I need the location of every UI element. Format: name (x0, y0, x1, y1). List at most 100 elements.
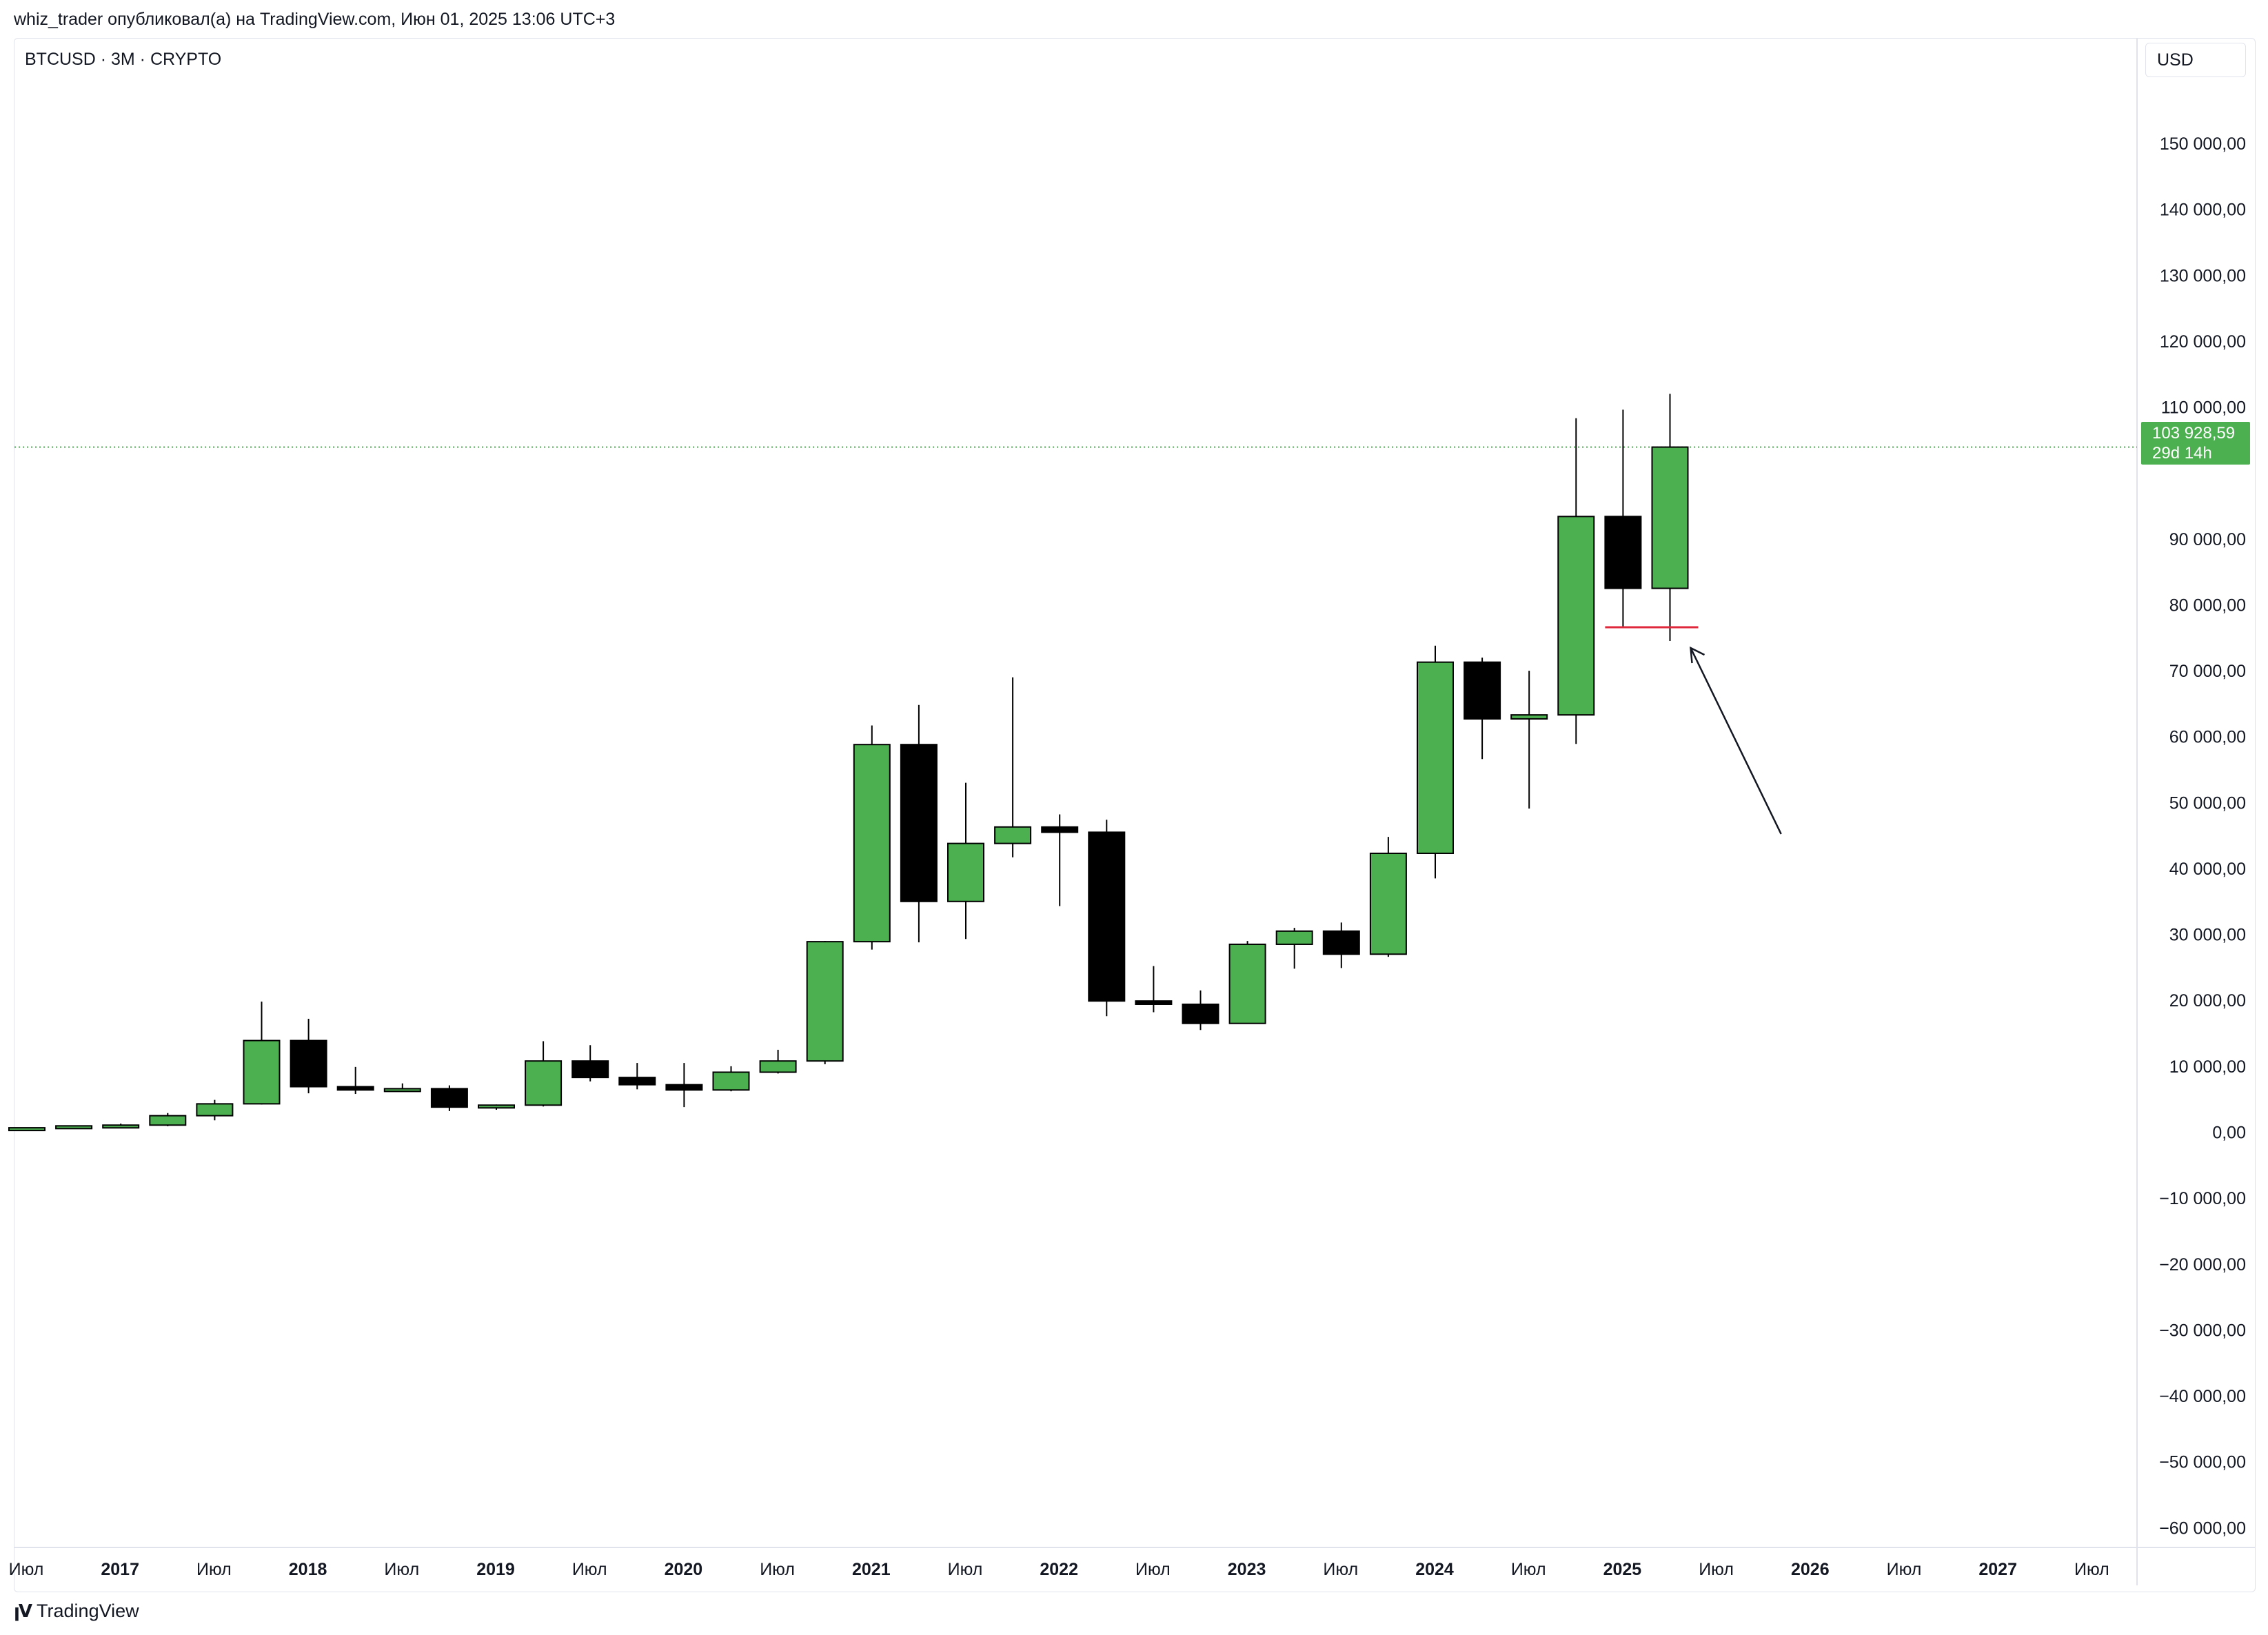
price-axis-label: −50 000,00 (2159, 1453, 2246, 1472)
time-axis-label: 2018 (289, 1560, 327, 1579)
candle (1604, 409, 1642, 627)
candle (525, 1041, 563, 1107)
candle-body (665, 1084, 703, 1091)
price-axis-label: 80 000,00 (2169, 596, 2246, 615)
candle (1182, 990, 1219, 1030)
candle-body (1417, 661, 1454, 854)
candle-body (8, 1127, 45, 1132)
candle-body (336, 1086, 374, 1091)
price-axis-label: 90 000,00 (2169, 530, 2246, 549)
price-axis-label: 120 000,00 (2160, 332, 2246, 352)
price-axis-label: 20 000,00 (2169, 991, 2246, 1011)
candle-body (1041, 826, 1079, 833)
arrow-head-icon (1690, 646, 1705, 664)
price-axis-label: 140 000,00 (2160, 201, 2246, 220)
candle-body (1510, 714, 1548, 720)
candle (947, 782, 984, 940)
price-axis-label: −10 000,00 (2159, 1189, 2246, 1208)
candle-body (55, 1125, 93, 1130)
price-axis-label: 150 000,00 (2160, 134, 2246, 154)
time-axis-label: 2025 (1603, 1560, 1642, 1579)
candle-body (102, 1124, 140, 1129)
candle (806, 941, 844, 1065)
candle (1041, 814, 1079, 906)
price-axis-label: 40 000,00 (2169, 860, 2246, 879)
candle-body (149, 1115, 187, 1126)
last-price-badge: 103 928,59 29d 14h (2141, 422, 2250, 465)
candle (1275, 928, 1313, 969)
time-axis-label: 2021 (852, 1560, 891, 1579)
footer-brand-label: TradingView (37, 1601, 139, 1621)
candle (1322, 922, 1360, 968)
time-axis-label: Июл (760, 1560, 795, 1579)
price-axis-label: 60 000,00 (2169, 728, 2246, 747)
candle (618, 1063, 656, 1090)
price-axis-label: 10 000,00 (2169, 1057, 2246, 1077)
candle (1510, 671, 1548, 809)
candle-body (994, 826, 1032, 844)
candle (478, 1104, 515, 1110)
candle-body (1557, 516, 1595, 716)
candle (665, 1063, 703, 1108)
candle (149, 1113, 187, 1126)
footer-brand[interactable]: ꞁⅤ TradingView (14, 1601, 139, 1622)
candle-body (853, 744, 891, 943)
candle (994, 677, 1032, 857)
price-axis-label: 110 000,00 (2161, 398, 2246, 418)
candle-body (1464, 661, 1501, 720)
candle-body (525, 1060, 563, 1106)
candle (1651, 394, 1689, 642)
time-axis-label: Июл (196, 1560, 232, 1579)
price-axis-label: 30 000,00 (2169, 926, 2246, 945)
candle-body (383, 1088, 421, 1093)
price-axis-label: 130 000,00 (2160, 266, 2246, 285)
last-price-countdown: 29d 14h (2152, 444, 2212, 463)
candle (383, 1083, 421, 1093)
candle (243, 1002, 281, 1105)
candle-body (1651, 446, 1689, 589)
price-axis-label: 50 000,00 (2169, 793, 2246, 813)
candle-body (1088, 831, 1126, 1002)
candle-body (1604, 516, 1642, 589)
time-axis-label: 2019 (476, 1560, 515, 1579)
candle-body (571, 1060, 609, 1079)
candle (1135, 966, 1173, 1013)
candle-body (1135, 1000, 1173, 1005)
chart-frame (14, 38, 2256, 1592)
publication-header: whiz_trader опубликовал(а) на TradingVie… (14, 10, 616, 29)
price-axis-label: 70 000,00 (2169, 662, 2246, 681)
candle-body (1182, 1003, 1219, 1024)
candle-body (478, 1104, 515, 1109)
candle (8, 1127, 45, 1132)
candle (102, 1124, 140, 1129)
time-axis-label: Июл (1699, 1560, 1734, 1579)
arrow-annotation (1690, 647, 1782, 835)
candle-body (947, 842, 984, 902)
candle (196, 1099, 234, 1121)
last-price-value: 103 928,59 (2152, 424, 2236, 443)
candle-body (196, 1103, 234, 1117)
price-axis-label: 0,00 (2212, 1124, 2246, 1143)
symbol-title[interactable]: BTCUSD · 3M · CRYPTO (25, 50, 222, 69)
candle (1464, 657, 1501, 760)
candle (55, 1125, 93, 1130)
time-axis-label: 2023 (1228, 1560, 1266, 1579)
candle (1369, 837, 1407, 957)
time-axis-label: Июл (572, 1560, 607, 1579)
candle-body (290, 1039, 327, 1088)
candle (1557, 418, 1595, 744)
candle (1088, 820, 1126, 1017)
time-axis-label: 2020 (665, 1560, 703, 1579)
candle (712, 1066, 750, 1092)
candle-body (806, 941, 844, 1062)
candle-body (712, 1071, 750, 1091)
candle-body (1275, 930, 1313, 945)
time-axis-label: 2024 (1415, 1560, 1454, 1579)
currency-button[interactable]: USD (2145, 43, 2246, 77)
candle (336, 1066, 374, 1095)
time-axis-label: 2027 (1978, 1560, 2017, 1579)
candle-body (1228, 943, 1266, 1024)
time-axis-label: 2026 (1791, 1560, 1830, 1579)
candle (759, 1049, 797, 1074)
